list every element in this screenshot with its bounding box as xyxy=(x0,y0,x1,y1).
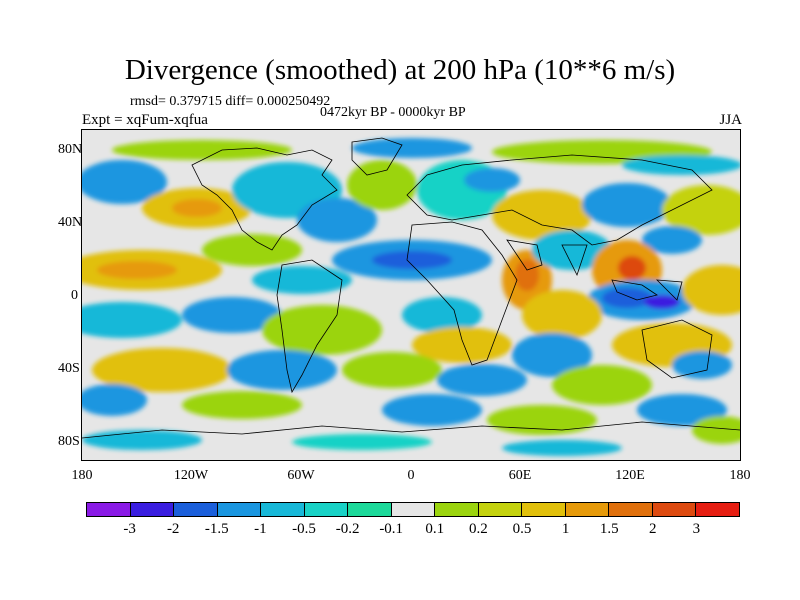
colorbar-segment xyxy=(348,503,392,516)
map-svg xyxy=(82,130,740,460)
colorbar-label: 0.2 xyxy=(469,521,488,537)
colorbar-segment xyxy=(696,503,739,516)
colorbar-segment xyxy=(130,503,175,516)
lat-tick-40n: 40N xyxy=(58,215,83,230)
colorbar-segment xyxy=(261,503,305,516)
period-text: 0472kyr BP - 0000kyr BP xyxy=(320,105,466,120)
colorbar-labels: -3 -2 -1.5 -1 -0.5 -0.2 -0.1 0.1 0.2 0.5 1 1.5 2 3 xyxy=(86,520,740,540)
season-label: JJA xyxy=(719,112,742,128)
field-blobs xyxy=(82,138,740,456)
divergence-map xyxy=(81,129,741,461)
colorbar xyxy=(86,502,740,517)
colorbar-label: 3 xyxy=(692,521,701,537)
colorbar-label: 1 xyxy=(561,521,570,537)
lon-tick-60e: 60E xyxy=(508,468,532,483)
colorbar-label: -1.5 xyxy=(204,521,229,537)
lon-tick-180-right: 180 xyxy=(729,468,751,483)
colorbar-segment xyxy=(435,503,479,516)
lon-tick-180-left: 180 xyxy=(71,468,93,483)
plot-title: Divergence (smoothed) at 200 hPa (10**6 … xyxy=(124,54,676,86)
colorbar-label: 1.5 xyxy=(599,521,619,537)
colorbar-segment xyxy=(565,503,610,516)
colorbar-segment xyxy=(174,503,218,516)
colorbar-segment xyxy=(652,503,697,516)
colorbar-label: 2 xyxy=(649,521,657,537)
lon-tick-120e: 120E xyxy=(615,468,645,483)
lat-tick-0: 0 xyxy=(71,288,78,303)
colorbar-label: 0.5 xyxy=(512,521,532,537)
colorbar-segment xyxy=(87,503,131,516)
lat-tick-80n: 80N xyxy=(58,142,83,157)
lat-tick-40s: 40S xyxy=(58,361,80,376)
colorbar-label: -0.5 xyxy=(292,521,316,537)
lon-tick-120w: 120W xyxy=(173,468,209,483)
colorbar-segment xyxy=(522,503,566,516)
colorbar-label: 0.1 xyxy=(425,521,445,537)
colorbar-label: -0.2 xyxy=(335,521,360,537)
colorbar-segment xyxy=(217,503,262,516)
colorbar-label: -3 xyxy=(123,521,136,537)
colorbar-label: -1 xyxy=(254,521,267,537)
colorbar-segment xyxy=(391,503,436,516)
lat-tick-80s: 80S xyxy=(58,434,80,449)
rmsd-text: rmsd= 0.379715 diff= 0.000250492 xyxy=(130,94,331,109)
colorbar-segment xyxy=(304,503,349,516)
coastlines xyxy=(82,137,740,439)
colorbar-segment xyxy=(478,503,523,516)
colorbar-segment xyxy=(609,503,653,516)
experiment-text: Expt = xqFum-xqfua xyxy=(82,112,208,128)
colorbar-label: -2 xyxy=(166,521,180,537)
colorbar-label: -0.1 xyxy=(379,521,404,537)
lon-tick-0: 0 xyxy=(407,468,415,483)
lon-tick-60w: 60W xyxy=(287,468,315,483)
